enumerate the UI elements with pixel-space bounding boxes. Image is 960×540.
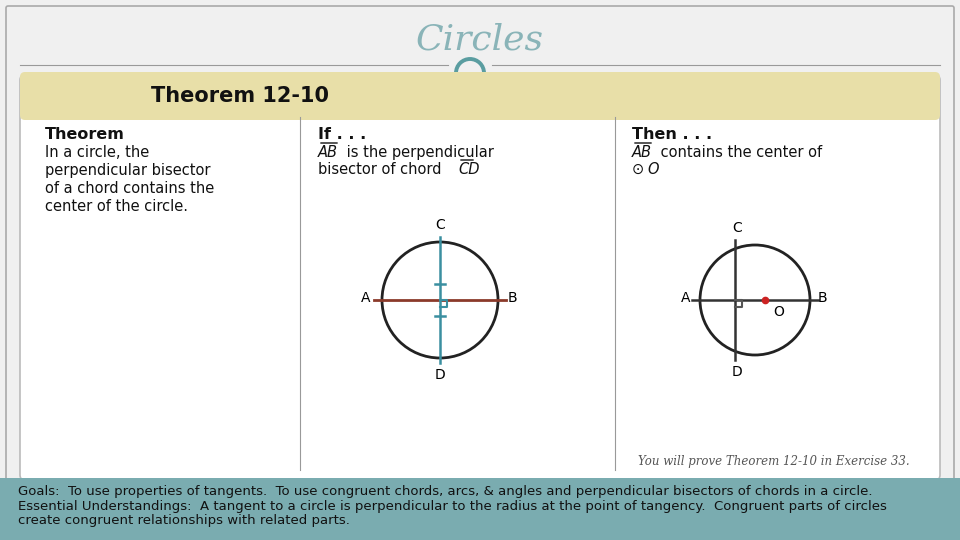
Text: Circles: Circles: [416, 23, 544, 57]
Text: center of the circle.: center of the circle.: [45, 199, 188, 214]
Text: A: A: [361, 291, 371, 305]
Text: AB: AB: [318, 145, 338, 160]
Text: In a circle, the: In a circle, the: [45, 145, 149, 160]
Text: create congruent relationships with related parts.: create congruent relationships with rela…: [18, 514, 349, 527]
Text: A: A: [682, 291, 691, 305]
Text: ⊙: ⊙: [632, 162, 644, 177]
Text: perpendicular bisector: perpendicular bisector: [45, 163, 210, 178]
Bar: [0, 478, 960, 540]
Text: B: B: [817, 291, 827, 305]
Text: Then . . .: Then . . .: [632, 127, 712, 142]
Text: Theorem 12-10: Theorem 12-10: [151, 86, 329, 106]
Text: bisector of chord: bisector of chord: [318, 162, 446, 177]
Text: B: B: [507, 291, 516, 305]
Text: contains the center of: contains the center of: [656, 145, 822, 160]
Text: D: D: [732, 365, 742, 379]
Text: O: O: [647, 162, 659, 177]
Text: CD: CD: [458, 162, 479, 177]
Text: O: O: [773, 305, 784, 319]
Bar: [25, 95, 935, 115]
Text: of a chord contains the: of a chord contains the: [45, 181, 214, 196]
FancyBboxPatch shape: [6, 6, 954, 534]
Text: AB: AB: [632, 145, 652, 160]
Text: C: C: [435, 218, 444, 232]
Text: If . . .: If . . .: [318, 127, 367, 142]
Text: is the perpendicular: is the perpendicular: [342, 145, 493, 160]
FancyBboxPatch shape: [20, 72, 940, 120]
Text: You will prove Theorem 12-10 in Exercise 33.: You will prove Theorem 12-10 in Exercise…: [638, 455, 910, 468]
Text: D: D: [435, 368, 445, 382]
Text: Theorem: Theorem: [45, 127, 125, 142]
Text: Goals:  To use properties of tangents.  To use congruent chords, arcs, & angles : Goals: To use properties of tangents. To…: [18, 485, 873, 498]
Text: C: C: [732, 221, 742, 235]
FancyBboxPatch shape: [20, 75, 940, 480]
Text: Essential Understandings:  A tangent to a circle is perpendicular to the radius : Essential Understandings: A tangent to a…: [18, 500, 887, 513]
